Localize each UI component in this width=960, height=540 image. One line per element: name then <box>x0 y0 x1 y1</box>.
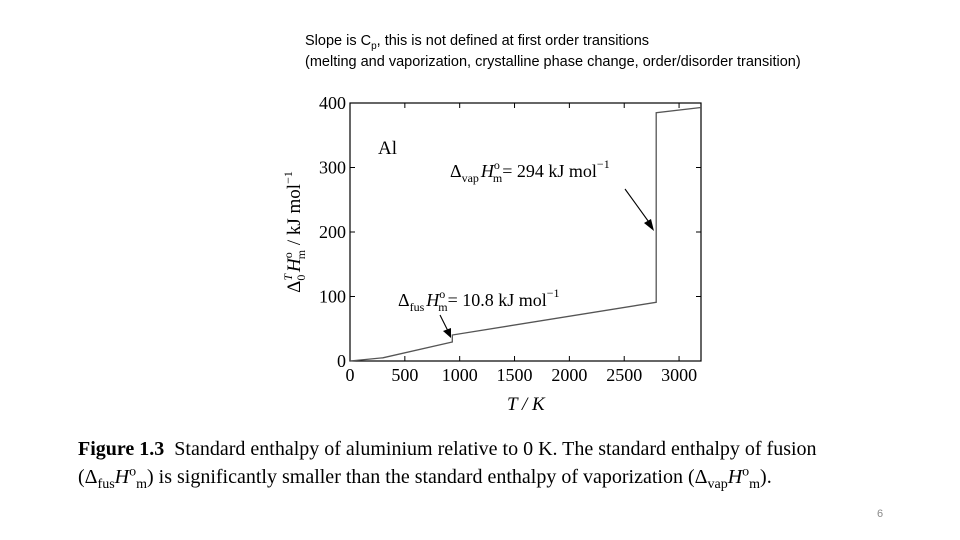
y-tick-label: 200 <box>319 222 346 242</box>
enthalpy-line <box>349 106 702 362</box>
plot-frame <box>349 102 702 362</box>
note-line-1-sub: p <box>371 40 377 52</box>
caption-label: Figure 1.3 <box>78 438 165 460</box>
x-tick-label: 1500 <box>497 365 533 385</box>
y-axis-label: Δ0THom / kJ mol−1 <box>281 171 308 293</box>
x-tick-label: 1000 <box>442 365 478 385</box>
vap-arrow-shaft <box>624 188 652 226</box>
caption-line-2: (ΔfusHom) is significantly smaller than … <box>78 463 908 492</box>
caption-line-2-c: ). <box>760 466 772 488</box>
fus-delta: Δ <box>398 290 410 310</box>
caption-line-2-b: ) is significantly smaller than the stan… <box>147 466 708 488</box>
x-tick-label: 3000 <box>661 365 697 385</box>
vap-H: H <box>480 161 495 181</box>
caption-line-2-a: (Δ <box>78 466 98 488</box>
fus-annotation: Δfus Ho m= 10.8 kJ mol−1 <box>398 286 560 314</box>
y-label-sub0: 0 <box>294 275 308 281</box>
vap-delta: Δ <box>450 161 462 181</box>
fus-m: m <box>438 300 448 314</box>
caption-fus-m: m <box>136 477 147 492</box>
fus-o: o <box>439 287 445 301</box>
x-tick-label: 2000 <box>551 365 587 385</box>
fus-exp: −1 <box>547 286 560 300</box>
fus-value: = 10.8 kJ mol <box>448 290 547 310</box>
fus-arrow <box>439 314 451 338</box>
note-line-1-prefix: Slope is C <box>305 33 372 49</box>
fus-arrow-head <box>443 328 451 338</box>
y-label-supT: T <box>281 273 295 281</box>
axis-tick-labels: 0 500 1000 1500 2000 2500 3000 0 100 200 300 400 <box>319 93 697 385</box>
x-tick-label: 0 <box>346 365 355 385</box>
y-label-minus1: −1 <box>281 171 295 184</box>
y-label-m: m <box>294 249 308 259</box>
annotation-note: Slope is Cp, this is not defined at firs… <box>305 31 801 73</box>
fus-H: H <box>425 290 440 310</box>
y-tick-label: 0 <box>337 351 346 371</box>
vap-exp: −1 <box>597 157 610 171</box>
y-label-H: H <box>284 257 305 273</box>
caption-fus-sub: fus <box>97 477 115 492</box>
vap-arrow-head <box>644 219 654 231</box>
figure-caption: Figure 1.3 Standard enthalpy of aluminiu… <box>78 435 908 492</box>
fus-arrow-shaft <box>439 314 449 332</box>
note-line-1-suffix: , this is not defined at first order tra… <box>376 33 650 49</box>
x-tick-label: 2500 <box>606 365 642 385</box>
series-group <box>349 106 702 362</box>
axis-ticks <box>349 102 701 362</box>
vap-annotation: Δvap Ho m= 294 kJ mol−1 <box>450 157 610 185</box>
caption-vap-H: H <box>727 466 743 488</box>
vap-sub: vap <box>462 171 479 185</box>
x-axis-label: T / K <box>507 394 546 415</box>
vap-o: o <box>494 158 500 172</box>
caption-vap-m: m <box>749 477 761 492</box>
fus-sub: fus <box>410 300 425 314</box>
x-tick-label: 500 <box>391 365 418 385</box>
y-tick-label: 100 <box>319 287 346 307</box>
y-label-o: o <box>281 252 295 258</box>
slide-number: 6 <box>877 508 884 520</box>
caption-fus-H: H <box>114 466 130 488</box>
vap-arrow <box>624 188 654 231</box>
note-line-2: (melting and vaporization, crystalline p… <box>305 54 801 70</box>
vap-value: = 294 kJ mol <box>502 161 597 181</box>
inner-label: Al <box>378 138 397 159</box>
caption-line-1: Figure 1.3 Standard enthalpy of aluminiu… <box>78 435 908 463</box>
y-tick-label: 400 <box>319 93 346 113</box>
caption-fus-sup: o <box>129 464 137 480</box>
caption-vap-sup: o <box>742 464 750 480</box>
y-label-delta: Δ <box>284 281 305 293</box>
y-label-unit: / kJ mol <box>284 184 305 250</box>
note-line-1: Slope is Cp, this is not defined at firs… <box>305 31 801 52</box>
y-tick-label: 300 <box>319 158 346 178</box>
caption-vap-sub: vap <box>707 477 728 492</box>
vap-m: m <box>493 171 503 185</box>
caption-line-1-text: Standard enthalpy of aluminium relative … <box>174 438 817 460</box>
